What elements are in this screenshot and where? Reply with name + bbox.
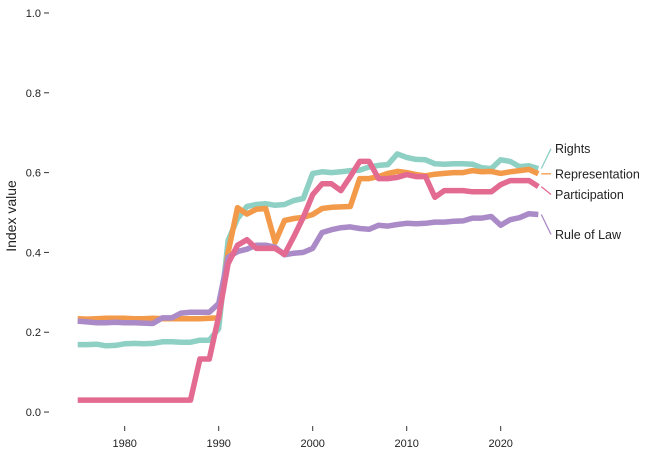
series-label-representation: Representation bbox=[555, 167, 640, 181]
series-line-rule-of-law bbox=[77, 210, 539, 327]
y-tick-label: 0.6 bbox=[26, 168, 41, 180]
series-line-participation bbox=[77, 158, 540, 403]
series-label-rule-of-law: Rule of Law bbox=[555, 228, 622, 242]
series-line-rights bbox=[77, 151, 540, 349]
x-tick-label: 1980 bbox=[112, 438, 136, 450]
x-tick-label: 2000 bbox=[300, 438, 324, 450]
y-axis-title: Index value bbox=[3, 180, 19, 252]
series-labels: Rights Representation Participation Rule of… bbox=[540, 142, 640, 242]
x-axis: 1980 1990 2000 2010 2020 bbox=[112, 426, 513, 450]
series-label-rights: Rights bbox=[555, 142, 590, 156]
series-line-representation bbox=[77, 166, 540, 322]
y-tick-label: 1.0 bbox=[26, 8, 41, 20]
series-label-participation: Participation bbox=[555, 188, 624, 202]
x-tick-label: 2010 bbox=[394, 438, 418, 450]
leader-line-rule-of-law bbox=[540, 214, 552, 235]
leader-line-rights bbox=[540, 148, 552, 169]
y-tick-label: 0.0 bbox=[26, 407, 41, 419]
series-lines bbox=[77, 151, 540, 403]
x-tick-label: 1990 bbox=[206, 438, 230, 450]
y-tick-label: 0.4 bbox=[26, 247, 41, 259]
y-axis: 0.0 0.2 0.4 0.6 0.8 1.0 bbox=[26, 8, 49, 419]
leader-line-participation bbox=[540, 186, 552, 196]
x-tick-label: 2020 bbox=[488, 438, 512, 450]
y-tick-label: 0.2 bbox=[26, 327, 41, 339]
y-tick-label: 0.8 bbox=[26, 88, 41, 100]
